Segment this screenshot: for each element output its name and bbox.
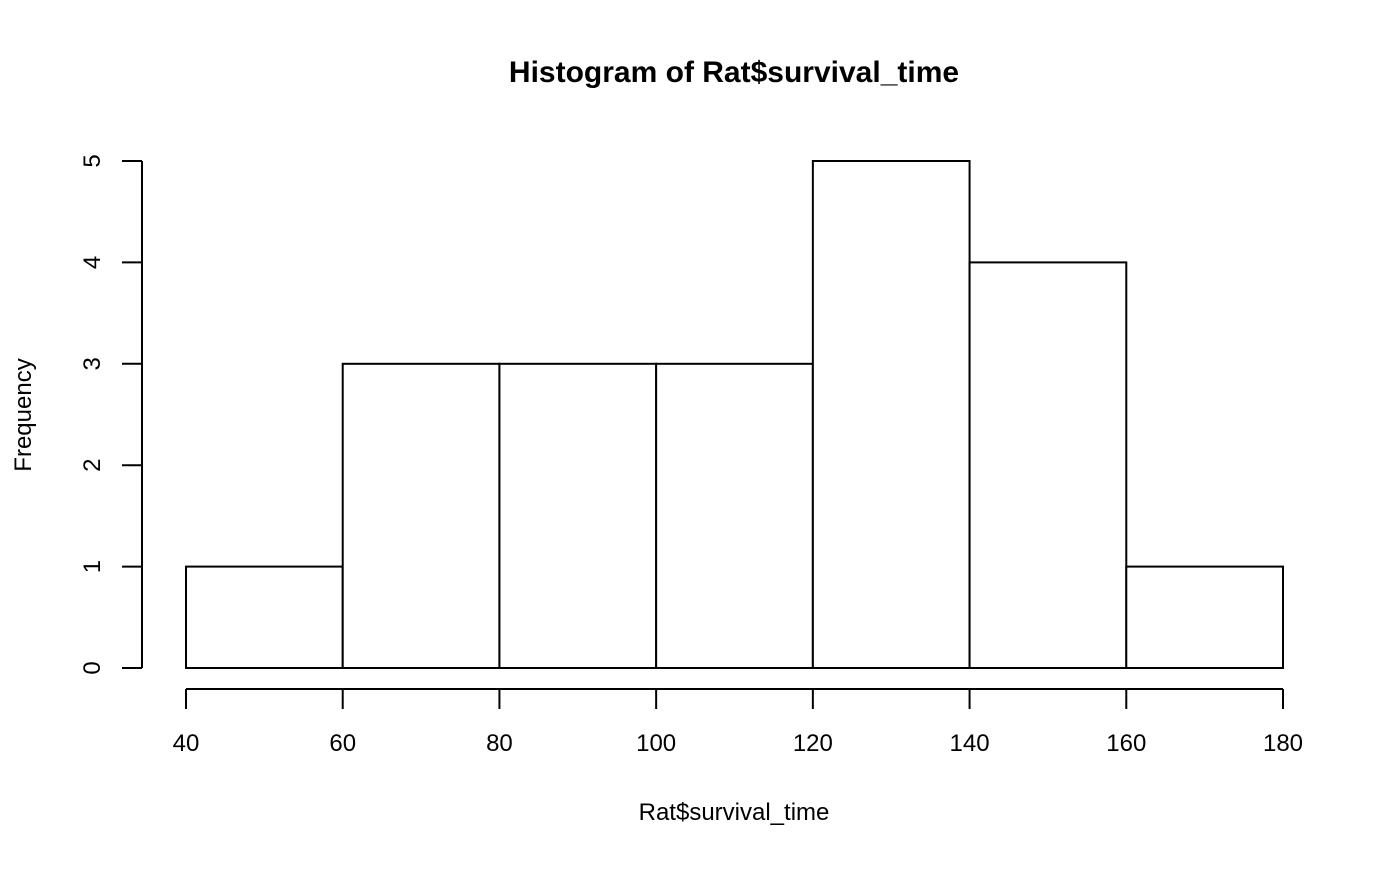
bars-group [185, 160, 1285, 669]
x-tick-label-4: 120 [793, 730, 833, 757]
x-tick-label-3: 100 [636, 730, 676, 757]
x-tick-label-1: 60 [329, 730, 356, 757]
x-tick-label-6: 160 [1106, 730, 1146, 757]
y-tick-label-3: 3 [79, 357, 106, 370]
x-tick-label-7: 180 [1263, 730, 1303, 757]
y-tick-label-5: 5 [79, 154, 106, 167]
histogram-bar-0 [185, 565, 344, 669]
y-tick-label-1: 1 [79, 560, 106, 573]
y-axis: 0 1 2 3 4 5 [79, 154, 143, 675]
y-tick-label-4: 4 [79, 256, 106, 269]
histogram-bar-6 [1125, 565, 1285, 669]
histogram-bar-1 [341, 362, 501, 669]
histogram-bar-5 [968, 261, 1128, 669]
histogram-bar-4 [811, 160, 971, 669]
x-tick-label-2: 80 [486, 730, 513, 757]
histogram-bar-3 [655, 362, 814, 669]
y-axis-label: Frequency [10, 358, 37, 471]
x-axis: 40 60 80 100 120 140 160 180 [173, 688, 1303, 757]
y-tick-label-0: 0 [79, 661, 106, 674]
histogram-bar-2 [498, 362, 658, 669]
y-tick-label-2: 2 [79, 459, 106, 472]
x-axis-label: Rat$survival_time [639, 799, 830, 826]
x-tick-label-5: 140 [950, 730, 990, 757]
x-tick-label-0: 40 [173, 730, 200, 757]
chart-title: Histogram of Rat$survival_time [509, 56, 959, 89]
